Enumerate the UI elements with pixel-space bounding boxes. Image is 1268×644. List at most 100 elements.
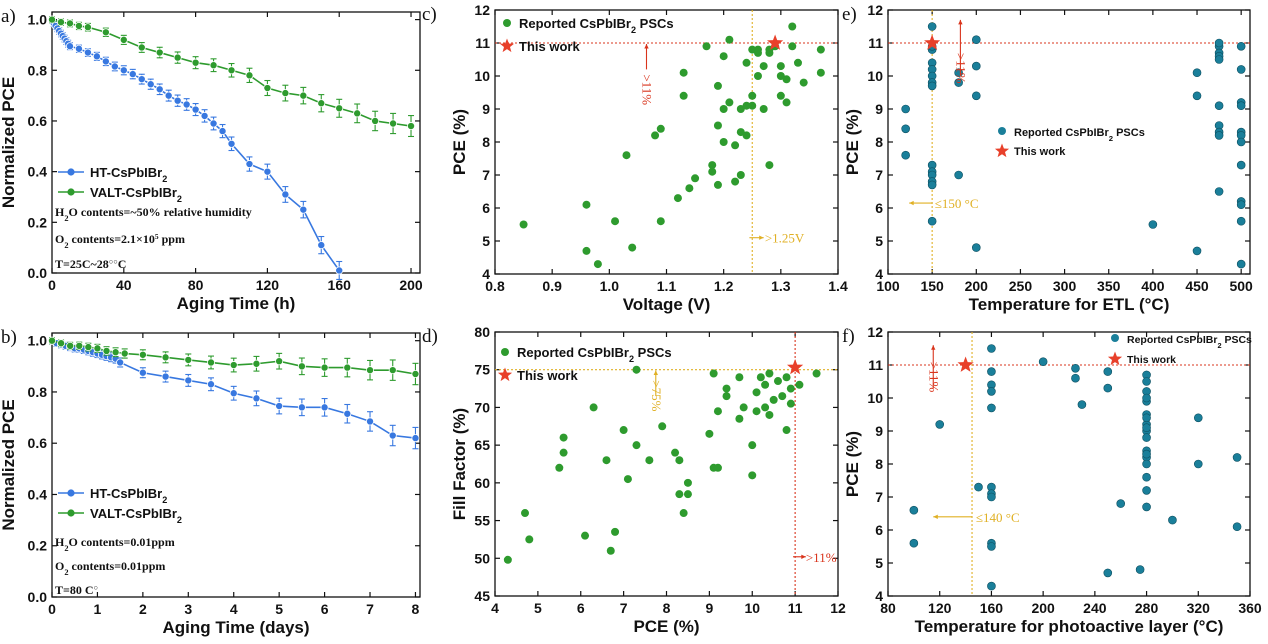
legend-entry-a: Reported CsPbIBr <box>519 16 631 31</box>
reported-point <box>685 184 694 193</box>
reported-point <box>1071 373 1080 383</box>
series-point-0 <box>263 167 272 176</box>
condition-note-sub: 2 <box>64 241 68 250</box>
reported-point <box>776 91 785 100</box>
x-tick-label: 1.4 <box>828 278 848 294</box>
series-point-1 <box>161 353 170 362</box>
y-tick-label: 6 <box>875 522 883 538</box>
reported-point <box>1142 433 1151 442</box>
reported-point <box>971 35 981 45</box>
y-tick-label: 4 <box>482 266 490 282</box>
reported-point <box>782 98 791 107</box>
reported-point <box>645 456 654 465</box>
legend-entry-a: This work <box>1127 354 1176 366</box>
y-tick-label: 0.8 <box>28 384 48 400</box>
reported-point <box>673 194 682 203</box>
legend-entry-b: PSCs <box>636 16 674 31</box>
reported-point <box>683 490 692 499</box>
x-tick-label: 1.1 <box>657 278 677 294</box>
reported-point <box>987 581 996 591</box>
reported-point <box>909 538 919 548</box>
reported-point <box>713 463 722 472</box>
series-point-1 <box>93 344 102 353</box>
reported-point <box>1236 259 1246 269</box>
series-point-0 <box>200 111 209 120</box>
y-tick-label: 0.4 <box>28 486 48 502</box>
panel-label: d) <box>422 326 438 347</box>
series-point-0 <box>191 105 200 114</box>
reported-point <box>619 426 628 435</box>
reported-point <box>519 220 528 229</box>
series-point-1 <box>102 346 111 355</box>
reported-point <box>748 471 757 480</box>
series-point-1 <box>209 61 218 70</box>
this-work-star <box>957 356 974 372</box>
series-point-0 <box>110 62 119 71</box>
legend-entry: This work <box>517 368 578 383</box>
annotation-label: >11% <box>806 550 837 565</box>
series-point-0 <box>74 44 83 53</box>
reported-point <box>753 48 762 57</box>
legend-entry-sub: 2 <box>629 354 634 364</box>
reported-point <box>722 392 731 401</box>
condition-note-sup: ○ <box>94 583 99 592</box>
x-tick-label: 150 <box>920 278 944 294</box>
reported-point <box>611 217 620 226</box>
series-point-1 <box>155 48 164 57</box>
series-point-1 <box>138 350 147 359</box>
reported-point <box>521 509 530 518</box>
reported-point <box>1192 246 1202 256</box>
reported-point <box>555 463 564 472</box>
x-tick-label: 160 <box>980 600 1004 616</box>
condition-note-sup: 5 <box>155 232 159 241</box>
x-tick-label: 8 <box>663 600 671 616</box>
reported-point <box>812 369 821 378</box>
series-point-0 <box>411 434 420 443</box>
x-tick-label: 450 <box>1185 278 1209 294</box>
series-point-0 <box>299 205 308 214</box>
reported-point <box>1236 137 1246 147</box>
x-axis-label: Aging Time (days) <box>162 618 309 637</box>
condition-note-sub: 2 <box>64 214 68 223</box>
legend-entry-sub: 2 <box>631 25 636 35</box>
legend-marker <box>998 127 1006 135</box>
y-tick-label: 0.0 <box>28 265 48 281</box>
reported-point <box>739 403 748 412</box>
series-point-0 <box>65 42 74 51</box>
reported-point <box>731 141 740 150</box>
annotation-label: ≤150 °C <box>935 196 979 211</box>
y-tick-label: 70 <box>474 399 490 415</box>
series-point-1 <box>245 71 254 80</box>
reported-point <box>1142 413 1151 423</box>
x-tick-label: 5 <box>534 600 542 616</box>
reported-point <box>974 482 983 492</box>
y-tick-label: 9 <box>875 101 883 117</box>
reported-point <box>679 91 688 100</box>
x-tick-label: 120 <box>256 277 280 293</box>
condition-note-sub: 2 <box>64 544 68 553</box>
legend-entry: This work <box>519 39 580 54</box>
legend-entry: Reported CsPbIBr2 PSCs <box>517 345 672 364</box>
legend-entry-sub: 2 <box>1109 134 1113 143</box>
reported-point <box>713 407 722 416</box>
legend-marker <box>67 168 75 176</box>
series-point-1 <box>263 84 272 93</box>
reported-point <box>971 243 981 252</box>
condition-note-b: C <box>85 583 94 597</box>
series-point-1 <box>388 366 397 375</box>
y-tick-label: 0.8 <box>28 62 48 78</box>
legend-entry: VALT-CsPbIBr2 <box>90 185 182 204</box>
series-point-0 <box>92 52 101 61</box>
reported-point <box>1192 68 1202 77</box>
reported-point <box>1193 459 1203 469</box>
reported-point <box>786 384 795 393</box>
annotation-label: >11% <box>639 74 654 105</box>
x-tick-label: 7 <box>620 600 628 616</box>
reported-point <box>1214 55 1224 64</box>
plot-frame <box>51 332 421 598</box>
reported-point <box>742 58 751 67</box>
series-point-0 <box>229 389 238 398</box>
reported-point <box>901 150 910 160</box>
y-tick-label: 0.6 <box>28 435 48 451</box>
y-tick-label: 6 <box>875 200 883 216</box>
